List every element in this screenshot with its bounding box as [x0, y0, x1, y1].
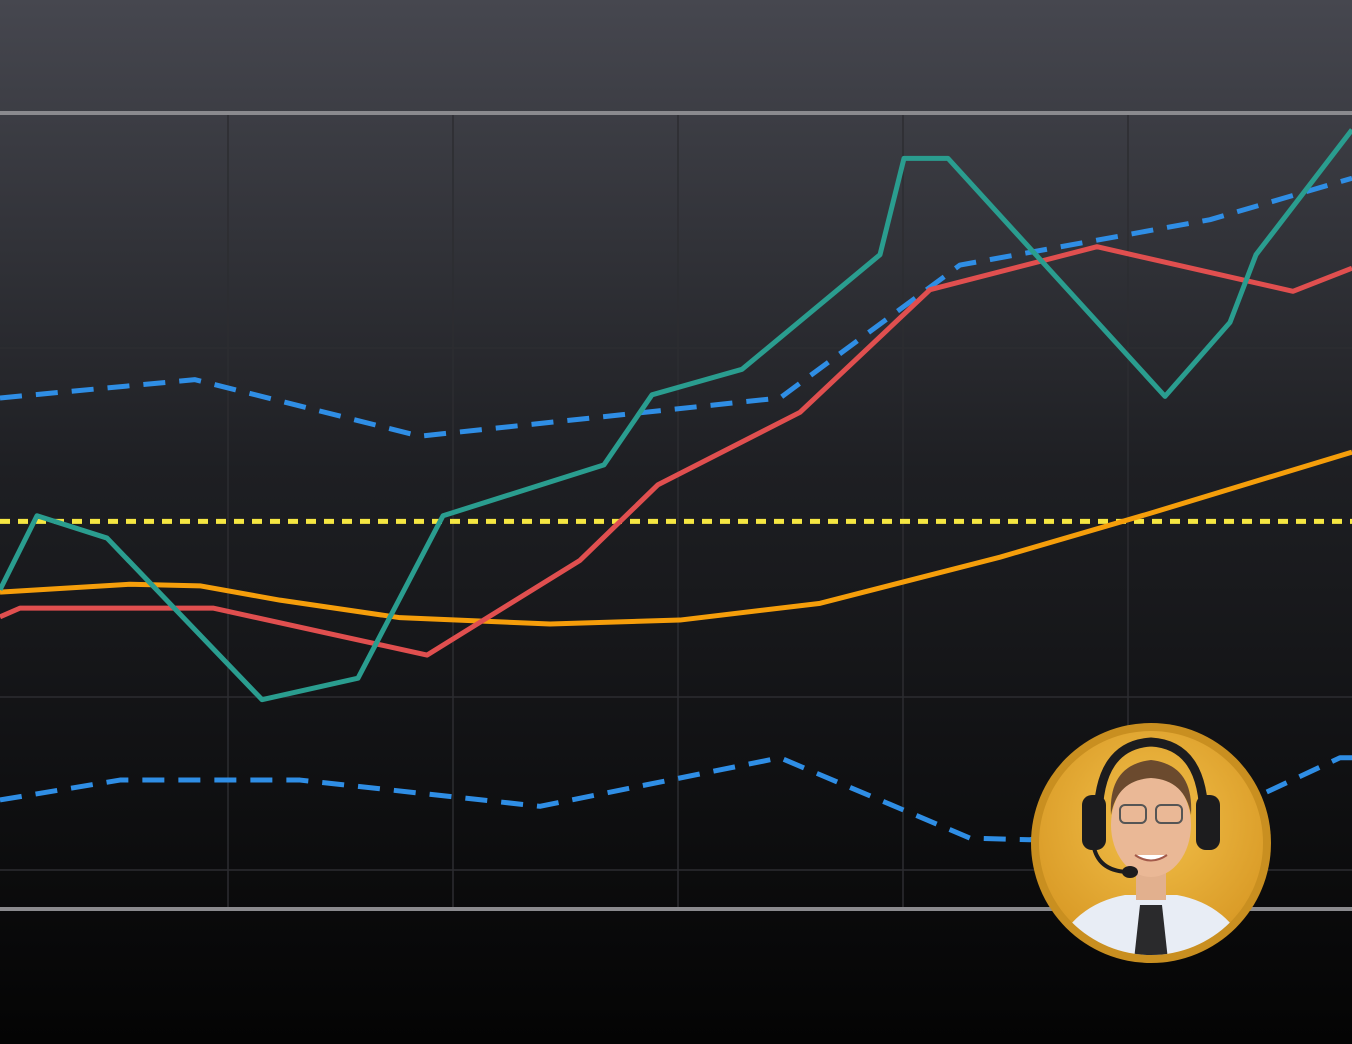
series-line [0, 175, 1352, 439]
grid [0, 113, 1352, 909]
avatar [1031, 723, 1271, 963]
avatar-figure [1050, 737, 1252, 955]
series-line [0, 449, 1352, 627]
series-line [0, 244, 1352, 658]
series-line [0, 755, 1352, 843]
series-line [0, 128, 1352, 703]
series-layer [0, 128, 1352, 843]
